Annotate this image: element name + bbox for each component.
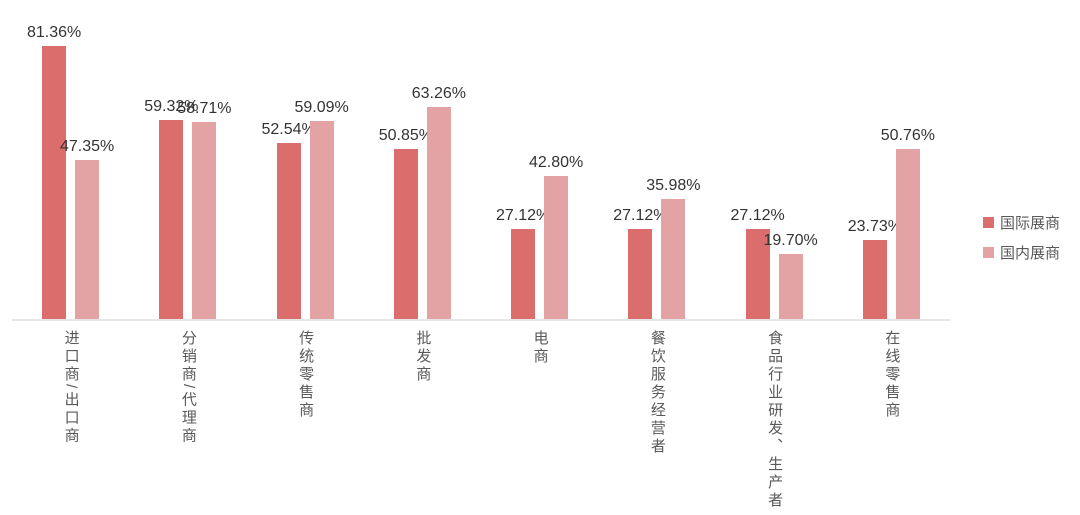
- category-label-4: 电商: [531, 330, 549, 366]
- bar-domestic-0: [75, 160, 100, 320]
- value-label-international-4: 27.12%: [495, 206, 551, 224]
- value-label-international-2: 52.54%: [261, 120, 316, 138]
- bar-international-2: [276, 142, 301, 320]
- category-label-0: 进口商/出口商: [62, 330, 80, 446]
- bar-domestic-2: [309, 120, 334, 320]
- legend-label-domestic: 国内展商: [1000, 245, 1061, 262]
- value-label-domestic-5: 35.98%: [646, 176, 701, 194]
- category-label-2: 传统零售商: [297, 330, 315, 420]
- category-label-7: 在线零售商: [883, 330, 901, 420]
- value-label-international-5: 27.12%: [613, 206, 668, 224]
- bar-international-0: [42, 45, 67, 320]
- bar-domestic-1: [192, 122, 217, 320]
- legend-label-international: 国际展商: [1000, 215, 1061, 232]
- legend: 国际展商 国内展商: [983, 212, 1060, 263]
- x-axis-line: [12, 319, 950, 321]
- bar-domestic-7: [895, 148, 920, 320]
- value-label-domestic-2: 59.09%: [294, 98, 349, 116]
- value-label-domestic-1: 58.71%: [177, 100, 232, 118]
- bar-international-7: [862, 240, 887, 320]
- legend-swatch-international: [983, 217, 994, 228]
- bar-international-3: [393, 148, 418, 320]
- value-label-domestic-6: 19.70%: [763, 231, 818, 249]
- value-label-domestic-3: 63.26%: [411, 84, 467, 102]
- bar-international-6: [745, 228, 770, 320]
- value-label-international-1: 59.32%: [144, 98, 199, 116]
- category-label-6: 食品行业研发、生产者: [766, 330, 784, 510]
- value-label-international-7: 23.73%: [847, 218, 903, 236]
- value-label-domestic-4: 42.80%: [528, 153, 584, 171]
- bar-international-1: [159, 120, 184, 320]
- value-label-international-0: 81.36%: [26, 23, 82, 41]
- bar-international-4: [511, 228, 536, 320]
- bar-domestic-6: [778, 253, 803, 320]
- value-label-international-3: 50.85%: [378, 126, 434, 144]
- value-label-domestic-0: 47.35%: [59, 138, 115, 156]
- value-label-domestic-7: 50.76%: [880, 126, 936, 144]
- legend-swatch-domestic: [983, 247, 994, 258]
- category-label-1: 分销商/代理商: [179, 330, 197, 446]
- bar-international-5: [628, 228, 653, 320]
- legend-item-international: 国际展商: [983, 212, 1060, 233]
- bar-domestic-5: [661, 198, 686, 320]
- bar-domestic-4: [544, 175, 569, 320]
- bar-domestic-3: [426, 106, 451, 320]
- category-label-5: 餐饮服务经营者: [648, 330, 666, 456]
- value-label-international-6: 27.12%: [730, 206, 785, 224]
- legend-item-domestic: 国内展商: [983, 242, 1060, 263]
- category-label-3: 批发商: [414, 330, 432, 384]
